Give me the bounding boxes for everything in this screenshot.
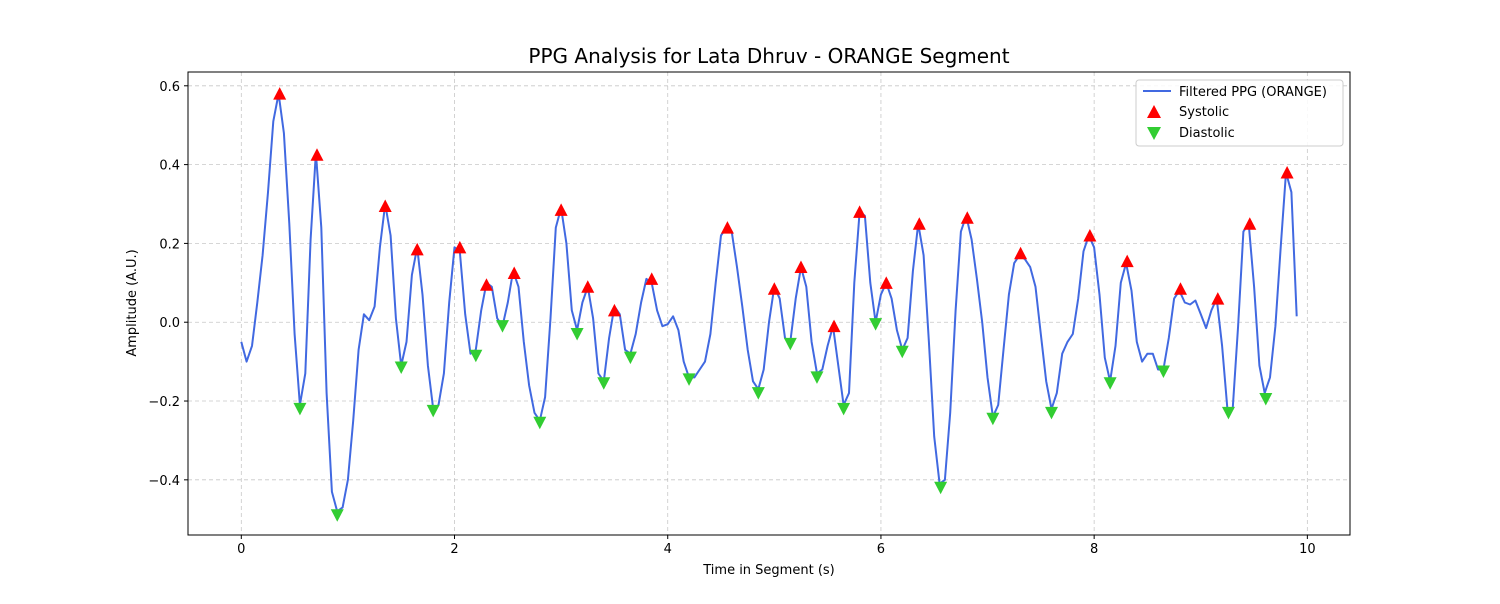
- diastolic-trough-marker: [1045, 406, 1059, 420]
- diastolic-trough-marker: [293, 402, 307, 416]
- diastolic-trough-marker: [837, 402, 851, 416]
- systolic-peak-marker: [410, 242, 424, 256]
- diastolic-trough-marker: [469, 349, 483, 363]
- diastolic-trough-marker: [986, 412, 1000, 426]
- systolic-peak-marker: [767, 282, 781, 295]
- x-tick-label: 4: [664, 542, 672, 557]
- y-axis-label: Amplitude (A.U.): [125, 249, 140, 356]
- diastolic-trough-marker: [330, 509, 344, 522]
- systolic-peak-marker: [1014, 246, 1028, 260]
- diastolic-trough-marker: [1259, 393, 1273, 406]
- diastolic-trough-marker: [751, 387, 765, 400]
- x-axis-label: Time in Segment (s): [702, 563, 834, 578]
- diastolic-trough-marker: [623, 351, 637, 365]
- axis-ticks: 0 2 4 6 8 10 −0.4 −0.2 0.0 0.2 0.4 0.6: [148, 80, 1315, 557]
- diastolic-trough-marker: [394, 361, 408, 375]
- systolic-peak-marker: [581, 280, 595, 293]
- systolic-peak-marker: [1280, 165, 1294, 179]
- diastolic-trough-marker: [934, 481, 948, 495]
- diastolic-trough-marker: [1103, 377, 1117, 390]
- systolic-peak-marker: [310, 148, 324, 161]
- systolic-peak-marker: [273, 87, 287, 100]
- diastolic-trough-marker: [682, 373, 696, 386]
- systolic-peak-marker: [912, 217, 926, 230]
- systolic-peak-marker: [554, 203, 568, 216]
- x-tick-label: 6: [877, 542, 885, 557]
- diastolic-trough-marker: [783, 337, 797, 351]
- y-tick-label: 0.0: [159, 316, 180, 331]
- plot-data: [240, 87, 1298, 522]
- systolic-peak-marker: [1243, 217, 1257, 230]
- diastolic-trough-marker: [495, 320, 509, 333]
- diastolic-trough-marker: [895, 345, 909, 359]
- diastolic-trough-marker: [570, 328, 584, 341]
- x-tick-label: 0: [237, 542, 245, 557]
- y-tick-label: −0.4: [148, 474, 180, 489]
- systolic-peak-marker: [1083, 229, 1097, 242]
- legend-label-filtered-ppg: Filtered PPG (ORANGE): [1179, 85, 1327, 100]
- systolic-peak-marker: [453, 240, 467, 254]
- diastolic-trough-marker: [1221, 406, 1235, 420]
- systolic-peak-marker: [1211, 292, 1225, 305]
- systolic-peak-marker: [879, 276, 893, 289]
- x-tick-label: 8: [1090, 542, 1098, 557]
- systolic-peak-marker: [827, 319, 841, 333]
- legend-systolic-marker: [1147, 105, 1161, 118]
- systolic-peak-marker: [378, 199, 392, 212]
- systolic-peak-marker: [479, 278, 493, 291]
- diastolic-trough-marker: [533, 416, 547, 430]
- systolic-peak-marker: [960, 211, 974, 224]
- legend: Filtered PPG (ORANGE) Systolic Diastolic: [1135, 79, 1344, 147]
- x-tick-label: 10: [1299, 542, 1316, 557]
- y-tick-label: −0.2: [148, 395, 180, 410]
- systolic-peak-marker: [645, 272, 659, 285]
- axes-frame: [187, 71, 1351, 536]
- systolic-peak-marker: [794, 260, 808, 274]
- legend-label-systolic: Systolic: [1179, 105, 1229, 120]
- x-tick-label: 2: [450, 542, 458, 557]
- legend-label-diastolic: Diastolic: [1179, 126, 1235, 141]
- systolic-peak-marker: [1173, 282, 1187, 295]
- legend-diastolic-marker: [1147, 127, 1161, 140]
- diastolic-trough-marker: [426, 404, 440, 418]
- systolic-peak-marker: [607, 303, 621, 317]
- systolic-peak-marker: [853, 205, 867, 218]
- chart-title: PPG Analysis for Lata Dhruv - ORANGE Seg…: [528, 44, 1009, 68]
- legend-box: [1135, 79, 1344, 147]
- diastolic-trough-marker: [810, 371, 824, 384]
- systolic-peak-marker: [1120, 254, 1134, 268]
- y-tick-label: 0.2: [159, 237, 180, 252]
- systolic-peak-marker: [720, 221, 734, 234]
- y-tick-label: 0.6: [159, 80, 180, 95]
- diastolic-trough-marker: [1156, 365, 1170, 378]
- systolic-peak-marker: [507, 266, 521, 279]
- y-tick-label: 0.4: [159, 159, 180, 174]
- diastolic-trough-marker: [597, 377, 611, 390]
- diastolic-trough-marker: [869, 318, 883, 331]
